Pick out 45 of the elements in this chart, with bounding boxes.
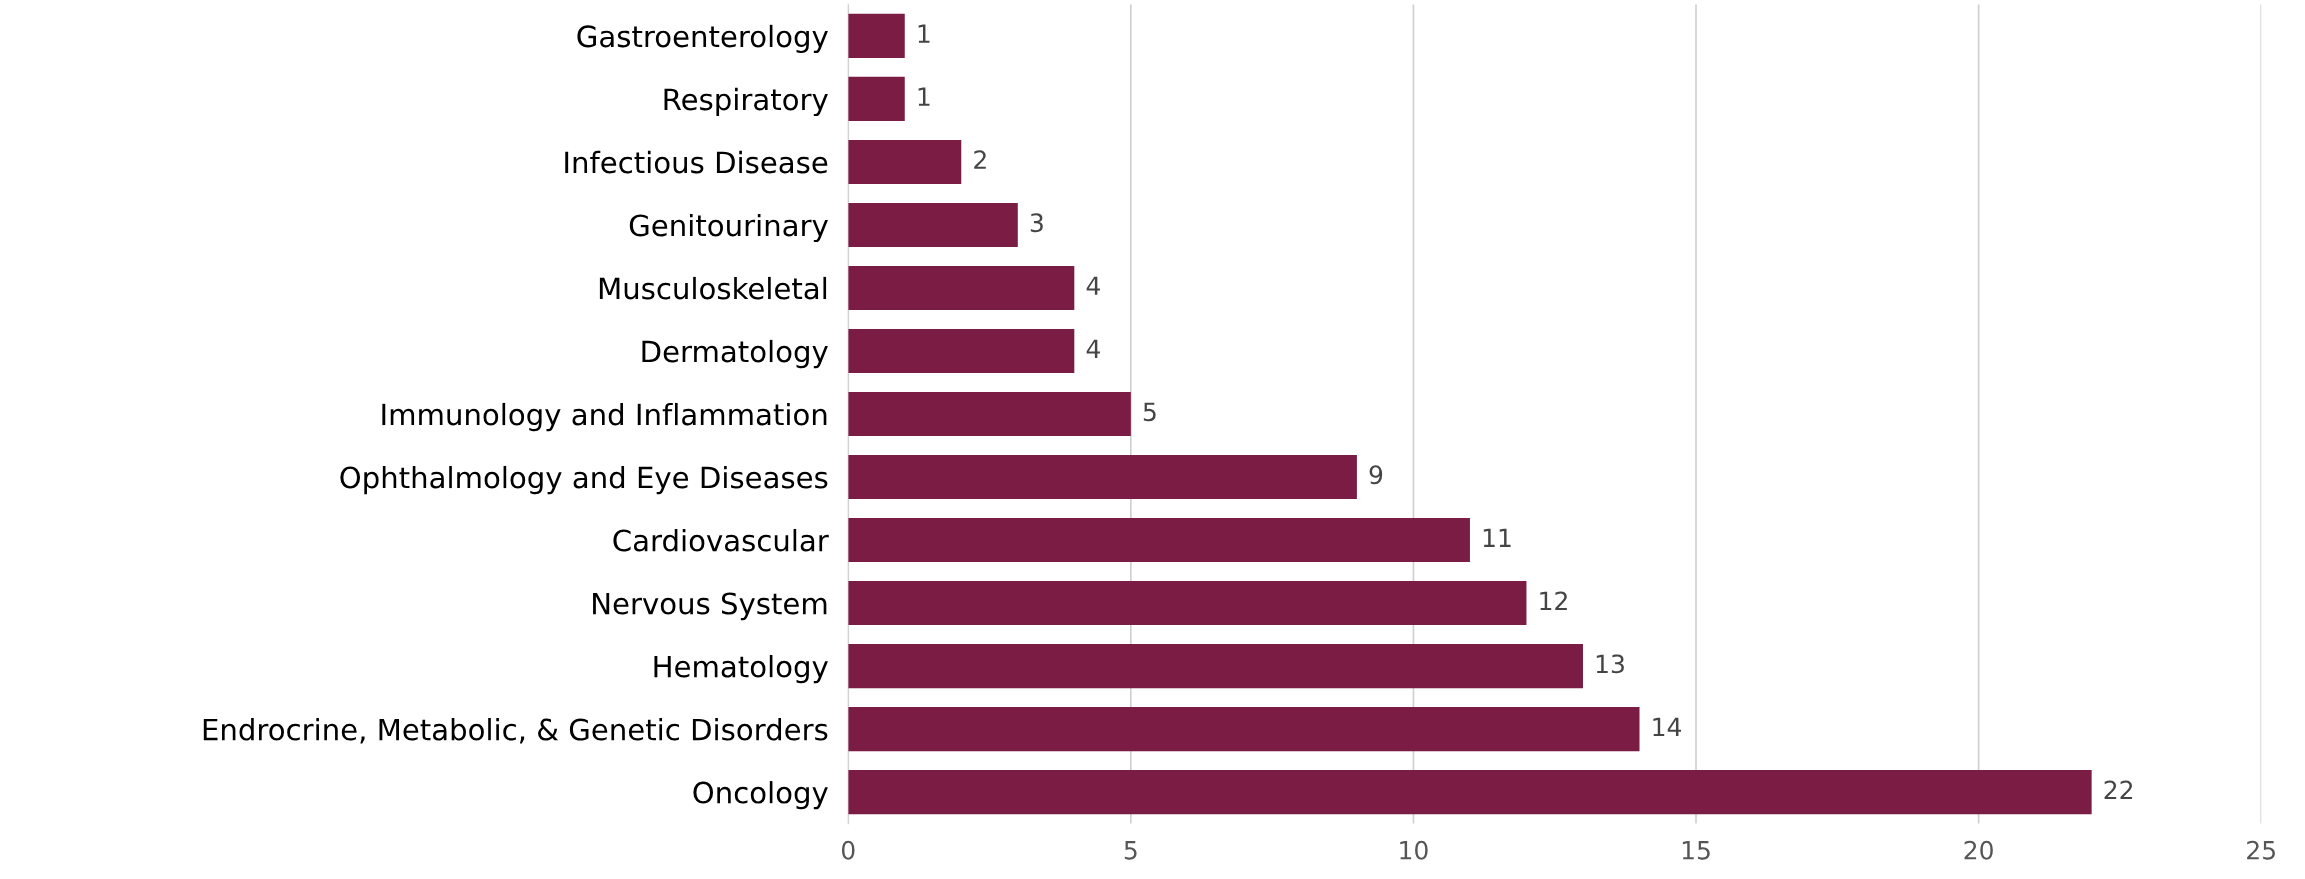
bar	[848, 707, 1640, 752]
bar	[848, 13, 905, 58]
data-label: 4	[1086, 339, 1100, 358]
x-tick-label: 0	[841, 840, 855, 860]
bar	[848, 76, 905, 121]
bar	[848, 202, 1018, 248]
y-tick-label: Nervous System	[593, 592, 827, 621]
y-tick-label: Dermatology	[642, 339, 828, 369]
bar	[848, 265, 1075, 311]
bar	[848, 517, 1470, 563]
y-tick-label: Gastroenterology	[577, 24, 828, 54]
y-tick-label: Respiratory	[664, 87, 828, 117]
bar	[848, 328, 1075, 374]
data-label: 12	[1540, 591, 1567, 610]
x-tick-label: 25	[2247, 840, 2275, 860]
y-tick-label: Ophthalmology and Eye Diseases	[340, 465, 828, 495]
y-tick-label: Immunology and Inflammation	[382, 402, 827, 432]
y-tick-label: Hematology	[654, 655, 828, 684]
data-label: 4	[1086, 276, 1100, 295]
y-tick-label: Oncology	[693, 781, 828, 810]
x-tick-label: 10	[1400, 840, 1428, 860]
data-label: 14	[1653, 717, 1682, 736]
data-label: 3	[1030, 213, 1043, 233]
bar	[848, 581, 1527, 626]
data-label: 5	[1143, 402, 1156, 422]
y-tick-label: Genitourinary	[629, 213, 828, 243]
bar	[848, 454, 1357, 500]
bar	[848, 644, 1583, 689]
data-label: 1	[918, 87, 930, 106]
data-label: 11	[1483, 528, 1511, 547]
x-tick-label: 15	[1682, 841, 1710, 860]
data-label: 2	[974, 150, 986, 169]
bar	[848, 770, 2092, 815]
data-label: 1	[918, 24, 930, 43]
y-tick-label: Endrocrine, Metabolic, & Genetic Disorders	[203, 718, 828, 744]
data-label: 22	[2104, 780, 2133, 800]
x-tick-label: 5	[1124, 841, 1137, 860]
y-tick-label: Musculoskeletal	[599, 276, 827, 300]
y-tick-label: Infectious Disease	[565, 150, 828, 174]
bar	[848, 139, 962, 184]
bar	[848, 391, 1131, 437]
x-tick-label: 20	[1964, 840, 1993, 860]
data-label: 13	[1596, 654, 1624, 674]
data-label: 9	[1369, 465, 1383, 485]
y-tick-label: Cardiovascular	[613, 528, 829, 552]
